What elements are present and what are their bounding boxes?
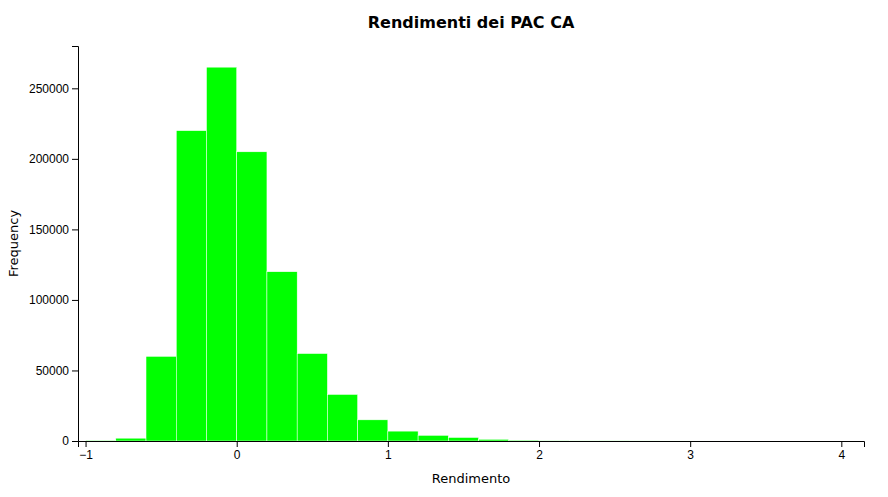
bar [146, 356, 176, 441]
bar [418, 435, 448, 441]
x-axis-line [79, 442, 865, 448]
x-tick-mark [86, 441, 87, 447]
bar [267, 272, 297, 441]
x-tick-mark [841, 441, 842, 447]
x-tick-label: 4 [838, 448, 845, 462]
y-tick-mark [72, 300, 78, 301]
bar [690, 440, 720, 441]
bar [630, 440, 660, 441]
bar [539, 440, 569, 441]
y-tick-mark [72, 88, 78, 89]
y-tick: 250000 [29, 82, 78, 96]
y-tick-mark [72, 229, 78, 230]
x-tick-mark [237, 441, 238, 447]
bar [206, 67, 236, 441]
bar [811, 440, 841, 441]
x-tick-mark [388, 441, 389, 447]
x-tick: 0 [234, 441, 241, 462]
plot-area: −1 0 1 2 3 4 0 50000 100000 150000 200000 250000 [29, 47, 865, 462]
bar [176, 131, 206, 441]
bar [327, 394, 357, 441]
x-tick: 2 [536, 441, 543, 462]
y-axis-line [72, 47, 79, 442]
y-tick-mark [72, 370, 78, 371]
bar [781, 440, 811, 441]
x-tick-mark [539, 441, 540, 447]
bar [509, 440, 539, 441]
bar [479, 439, 509, 441]
x-tick: 1 [385, 441, 392, 462]
y-tick-label: 50000 [36, 364, 70, 378]
x-tick-label: 1 [385, 448, 392, 462]
y-tick-mark [72, 159, 78, 160]
bar [116, 438, 146, 441]
y-axis-title: Frequency [6, 210, 21, 277]
x-tick-label: −1 [79, 448, 93, 462]
y-tick: 50000 [36, 364, 78, 378]
y-tick: 200000 [29, 152, 78, 166]
bar [569, 440, 599, 441]
bar [358, 420, 388, 441]
y-tick-label: 100000 [29, 293, 69, 307]
title: Rendimenti dei PAC CA [368, 13, 575, 32]
bar [86, 440, 116, 441]
y-tick: 0 [62, 434, 78, 448]
bar [388, 431, 418, 441]
bar [237, 152, 267, 441]
y-axis: 0 50000 100000 150000 200000 250000 [29, 47, 79, 449]
y-tick-mark [72, 441, 78, 442]
x-axis-title: Rendimento [432, 471, 511, 486]
bars [86, 67, 842, 441]
y-tick: 150000 [29, 223, 78, 237]
bar [720, 440, 750, 441]
x-axis: −1 0 1 2 3 4 [79, 441, 865, 462]
bar [599, 440, 629, 441]
x-tick-label: 0 [234, 448, 241, 462]
bar [751, 440, 781, 441]
y-tick: 100000 [29, 293, 78, 307]
bar [448, 437, 478, 441]
y-tick-label: 150000 [29, 223, 69, 237]
y-tick-label: 0 [62, 434, 69, 448]
x-tick-mark [690, 441, 691, 447]
x-tick: −1 [79, 441, 93, 462]
x-tick: 3 [687, 441, 694, 462]
x-tick: 4 [838, 441, 845, 462]
y-tick-label: 250000 [29, 82, 69, 96]
bar [660, 440, 690, 441]
x-tick-label: 2 [536, 448, 543, 462]
bar [297, 354, 327, 441]
chart: −1 0 1 2 3 4 0 50000 100000 150000 200000 250000 Ren… [0, 0, 888, 497]
y-tick-label: 200000 [29, 152, 69, 166]
x-tick-label: 3 [687, 448, 694, 462]
